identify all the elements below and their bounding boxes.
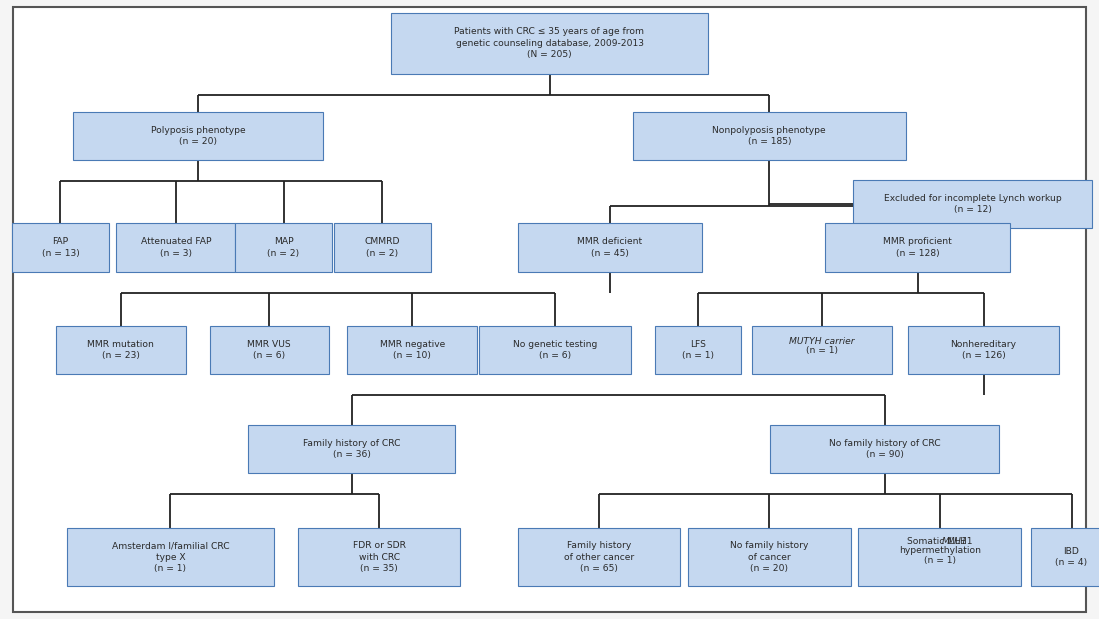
Text: Polyposis phenotype
(n = 20): Polyposis phenotype (n = 20): [151, 126, 245, 147]
FancyBboxPatch shape: [1031, 529, 1099, 586]
FancyBboxPatch shape: [752, 326, 892, 374]
Text: MLH1: MLH1: [942, 537, 968, 545]
Text: MMR proficient
(n = 128): MMR proficient (n = 128): [884, 237, 952, 258]
FancyBboxPatch shape: [12, 223, 109, 272]
Text: Amsterdam I/familial CRC
type X
(n = 1): Amsterdam I/familial CRC type X (n = 1): [111, 541, 230, 573]
Text: (n = 1): (n = 1): [806, 347, 839, 355]
Text: No genetic testing
(n = 6): No genetic testing (n = 6): [513, 339, 597, 360]
FancyBboxPatch shape: [298, 529, 460, 586]
FancyBboxPatch shape: [655, 326, 741, 374]
Text: MMR mutation
(n = 23): MMR mutation (n = 23): [88, 339, 154, 360]
FancyBboxPatch shape: [248, 425, 455, 473]
FancyBboxPatch shape: [770, 425, 999, 473]
Text: Nonhereditary
(n = 126): Nonhereditary (n = 126): [951, 339, 1017, 360]
FancyBboxPatch shape: [210, 326, 329, 374]
Text: MMR VUS
(n = 6): MMR VUS (n = 6): [247, 339, 291, 360]
Text: Family history of CRC
(n = 36): Family history of CRC (n = 36): [303, 438, 400, 459]
FancyBboxPatch shape: [518, 223, 702, 272]
Text: Excluded for incomplete Lynch workup
(n = 12): Excluded for incomplete Lynch workup (n …: [884, 194, 1062, 215]
Text: Patients with CRC ≤ 35 years of age from
genetic counseling database, 2009-2013
: Patients with CRC ≤ 35 years of age from…: [455, 27, 644, 59]
FancyBboxPatch shape: [853, 180, 1092, 228]
Text: LFS
(n = 1): LFS (n = 1): [681, 339, 714, 360]
Text: hypermethylation: hypermethylation: [899, 547, 980, 555]
FancyBboxPatch shape: [858, 529, 1021, 586]
FancyBboxPatch shape: [518, 529, 680, 586]
Text: No family history
of cancer
(n = 20): No family history of cancer (n = 20): [730, 541, 809, 573]
Text: Somatic MLH1: Somatic MLH1: [907, 537, 973, 545]
Text: MMR deficient
(n = 45): MMR deficient (n = 45): [577, 237, 643, 258]
Text: IBD
(n = 4): IBD (n = 4): [1055, 547, 1088, 568]
FancyBboxPatch shape: [688, 529, 851, 586]
Text: MMR negative
(n = 10): MMR negative (n = 10): [379, 339, 445, 360]
Text: FAP
(n = 13): FAP (n = 13): [42, 237, 79, 258]
FancyBboxPatch shape: [908, 326, 1059, 374]
FancyBboxPatch shape: [116, 223, 235, 272]
Text: (n = 1): (n = 1): [923, 556, 956, 565]
Text: Nonpolyposis phenotype
(n = 185): Nonpolyposis phenotype (n = 185): [712, 126, 826, 147]
FancyBboxPatch shape: [235, 223, 332, 272]
Text: MAP
(n = 2): MAP (n = 2): [267, 237, 300, 258]
Text: No family history of CRC
(n = 90): No family history of CRC (n = 90): [829, 438, 941, 459]
FancyBboxPatch shape: [73, 112, 323, 160]
FancyBboxPatch shape: [633, 112, 906, 160]
FancyBboxPatch shape: [13, 7, 1086, 612]
Text: Family history
of other cancer
(n = 65): Family history of other cancer (n = 65): [564, 541, 634, 573]
FancyBboxPatch shape: [334, 223, 431, 272]
FancyBboxPatch shape: [56, 326, 186, 374]
Text: FDR or SDR
with CRC
(n = 35): FDR or SDR with CRC (n = 35): [353, 541, 406, 573]
Text: Attenuated FAP
(n = 3): Attenuated FAP (n = 3): [141, 237, 211, 258]
FancyBboxPatch shape: [347, 326, 477, 374]
Text: MUTYH carrier: MUTYH carrier: [789, 337, 855, 345]
FancyBboxPatch shape: [825, 223, 1010, 272]
FancyBboxPatch shape: [479, 326, 631, 374]
FancyBboxPatch shape: [67, 529, 274, 586]
Text: CMMRD
(n = 2): CMMRD (n = 2): [365, 237, 400, 258]
FancyBboxPatch shape: [391, 13, 708, 74]
